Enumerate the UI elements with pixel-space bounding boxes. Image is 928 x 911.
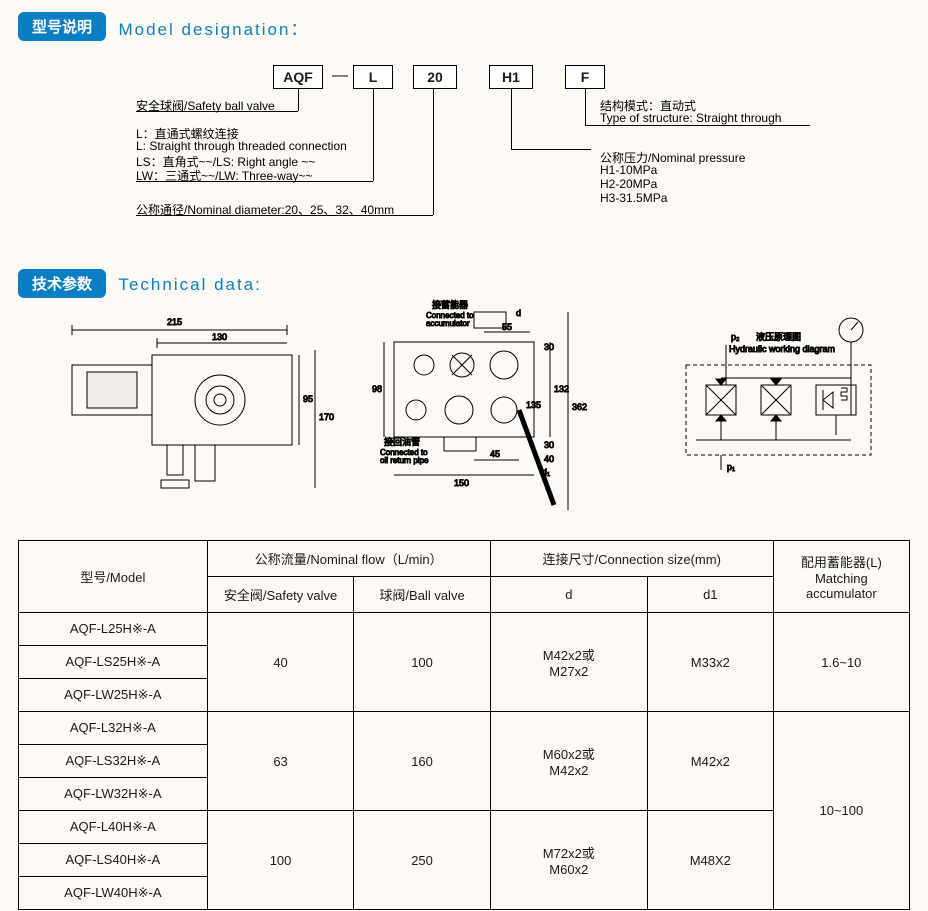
dim-130: 130 [212,332,227,342]
cell-safety1: 40 [207,613,354,712]
technical-diagrams: 215 130 95 170 接蓄能器 Connected toaccumula… [18,310,910,520]
table-row: AQF-LW25H※-A [19,679,208,712]
lbl-conn-acc-zh: 接蓄能器 [432,299,468,310]
table-row: AQF-L40H※-A [19,811,208,844]
cell-safety2: 63 [207,712,354,811]
section-tech-header: 技术参数 Technical data: [18,269,910,298]
table-row: AQF-L25H※-A [19,613,208,646]
th-conn: 连接尺寸/Connection size(mm) [490,541,773,577]
dim-132: 132 [554,384,569,394]
lbl-struct2: Type of structure: Straight through [600,111,781,125]
dim-d1: d₁ [542,467,550,477]
cell-acc1: 1.6~10 [773,613,909,712]
lbl-p1: p₁ [727,462,735,472]
cell-acc2: 10~100 [773,712,909,910]
cell-d1-2: M42x2 [647,712,773,811]
svg-text:Connected tooil return pipe: Connected tooil return pipe [380,448,429,465]
section-model-header: 型号说明 Model designation： [18,12,910,41]
codebox-20: 20 [413,65,457,89]
th-acc: 配用蓄能器(L) Matching accumulator [773,541,909,613]
lbl-h3: H3-31.5MPa [600,191,667,205]
th-d1: d1 [647,577,773,613]
lbl-conn-ret-zh: 接回油管 [384,436,420,447]
cell-d3: M72x2或 M60x2 [490,811,647,910]
th-safety: 安全阀/Safety valve [207,577,354,613]
lbl-l2: L: Straight through threaded connection [136,139,347,153]
table-row: AQF-LS25H※-A [19,646,208,679]
codebox-l: L [353,65,393,89]
dim-215: 215 [167,317,182,327]
dim-45: 45 [490,449,500,459]
badge-tech: 技术参数 [18,269,106,298]
dim-40: 40 [544,454,554,464]
cell-ball1: 100 [354,613,490,712]
dim-d-top: d [516,308,521,318]
cell-d1-3: M48X2 [647,811,773,910]
lbl-h2: H2-20MPa [600,177,657,191]
lbl-conn-acc: Connected toaccumulator [426,311,474,328]
cell-d2: M60x2或 M42x2 [490,712,647,811]
spec-table: 型号/Model 公称流量/Nominal flow（L/min） 连接尺寸/C… [18,540,910,910]
lbl-p2: p₂ [731,332,740,342]
th-model: 型号/Model [19,541,208,613]
dim-362: 362 [572,402,587,412]
table-row: AQF-LS40H※-A [19,844,208,877]
codebox-aqf: AQF [273,65,323,89]
th-d: d [490,577,647,613]
codebox-h1: H1 [489,65,533,89]
cell-safety3: 100 [207,811,354,910]
cell-ball3: 250 [354,811,490,910]
dim-98: 98 [372,384,382,394]
dim-150: 150 [454,478,469,488]
table-row: AQF-LW40H※-A [19,877,208,910]
dim-95: 95 [303,394,313,404]
dim-55: 55 [502,322,512,332]
diagram-middle-view: 接蓄能器 Connected toaccumulator 55 d 98 接回油… [344,310,614,520]
dim-30a: 30 [544,342,554,352]
dash-1: — [332,67,348,85]
th-ball: 球阀/Ball valve [354,577,490,613]
cell-d1: M42x2或 M27x2 [490,613,647,712]
dim-170: 170 [319,412,334,422]
title-tech: Technical data: [118,275,261,295]
th-flow: 公称流量/Nominal flow（L/min） [207,541,490,577]
table-row: AQF-LS32H※-A [19,745,208,778]
lbl-hyd: Hydraulic working diagram [729,344,835,354]
lbl-hyd-zh: 液压原理图 [756,331,801,342]
dim-135: 135 [526,400,541,410]
model-designation-diagram: AQF — L 20 H1 F 安全球阀/Safety ball valve L… [18,49,910,269]
cell-d1-1: M33x2 [647,613,773,712]
table-row: AQF-L32H※-A [19,712,208,745]
diagram-left-view: 215 130 95 170 [37,310,307,510]
title-model: Model designation： [118,15,309,40]
badge-model: 型号说明 [18,12,106,41]
table-row: AQF-LW32H※-A [19,778,208,811]
dim-30b: 30 [544,440,554,450]
cell-ball2: 160 [354,712,490,811]
lbl-h1: H1-10MPa [600,163,657,177]
diagram-hydraulic: 液压原理图 Hydraulic working diagram p₂ [651,310,891,490]
codebox-f: F [565,65,605,89]
